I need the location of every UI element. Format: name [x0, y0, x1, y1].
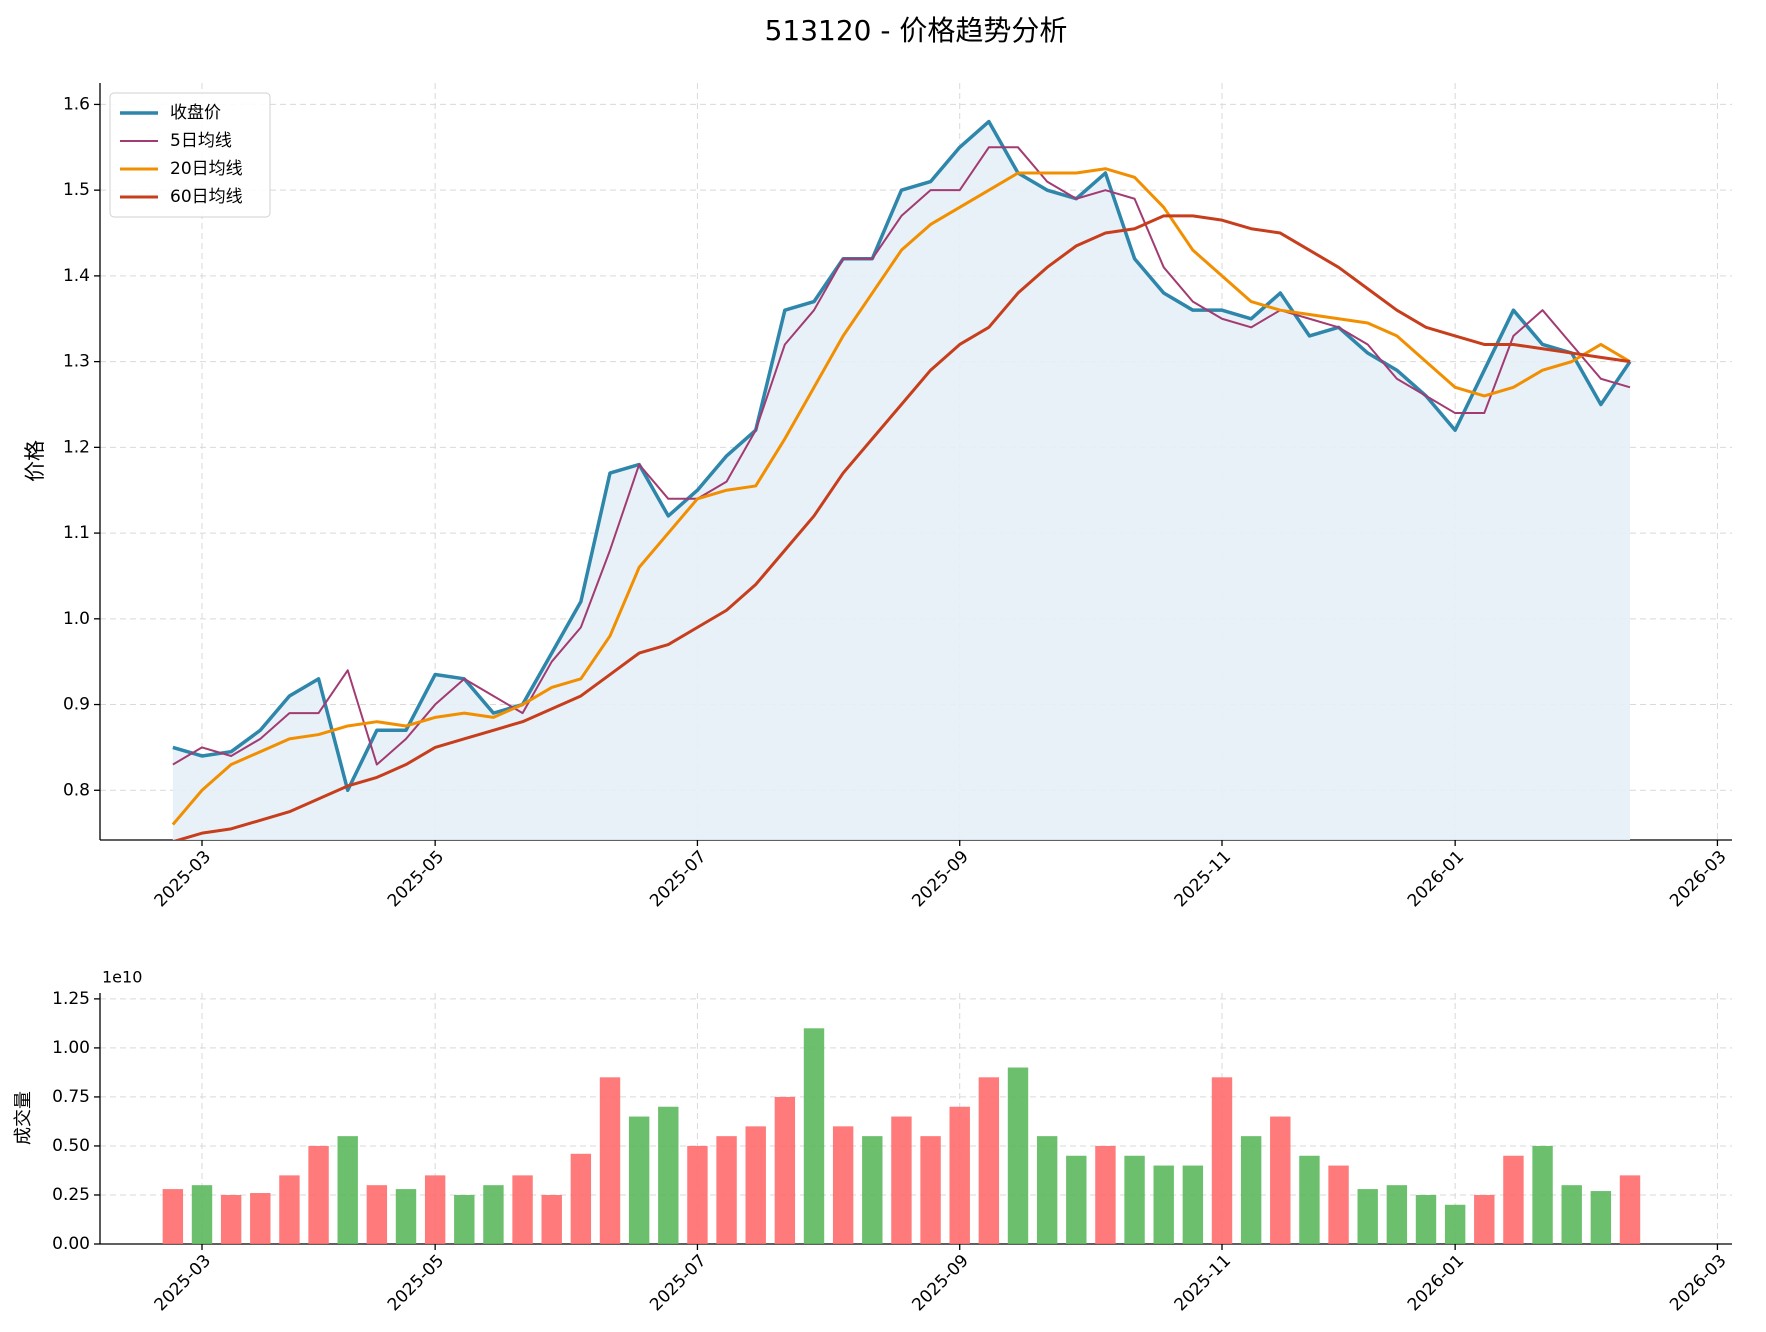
bar [1095, 1145, 1116, 1244]
bar [978, 1077, 1000, 1244]
bar [191, 1185, 213, 1244]
area [172, 121, 1630, 840]
x-tick-label: 2025-05 [384, 847, 448, 911]
x-tick-label: 2025-09 [908, 1251, 972, 1315]
bar [512, 1175, 533, 1244]
bar [1444, 1204, 1466, 1244]
legend-box [109, 92, 271, 218]
bar [162, 1189, 184, 1244]
x-tick-label: 2025-07 [646, 847, 710, 911]
y-tick-label: 1.0 [63, 609, 90, 629]
y-tick-label: 1.3 [63, 352, 90, 372]
bar [1036, 1136, 1058, 1244]
x-tick-label: 2025-11 [1171, 847, 1235, 911]
legend-label: 收盘价 [170, 103, 221, 123]
legend-label: 20日均线 [170, 159, 243, 179]
bar [1211, 1077, 1233, 1244]
bar [1503, 1155, 1524, 1244]
bar [658, 1106, 679, 1244]
line [172, 146, 1631, 766]
x-tick-label: 2025-09 [908, 847, 972, 911]
x-tick-label: 2025-11 [1171, 1251, 1235, 1315]
bar [774, 1096, 796, 1244]
bar [424, 1175, 446, 1244]
bar [1240, 1136, 1262, 1244]
x-tick-label: 2026-01 [1404, 847, 1468, 911]
y-tick-label: 1.6 [63, 94, 90, 114]
x-tick-label: 2025-03 [151, 1251, 215, 1315]
bar [716, 1136, 737, 1244]
legend-label: 60日均线 [170, 187, 243, 207]
bar [599, 1077, 621, 1244]
bar [366, 1185, 388, 1244]
bar [803, 1028, 825, 1244]
y-tick-label: 1.00 [52, 1038, 90, 1058]
bar [220, 1194, 242, 1244]
chart-title: 513120 - 价格趋势分析 [765, 14, 1068, 47]
bar [1007, 1067, 1029, 1244]
x-tick-label: 2026-03 [1666, 847, 1730, 911]
y-axis-label: 成交量 [13, 1091, 34, 1145]
x-tick-label: 2025-07 [646, 1251, 710, 1315]
x-tick-label: 2026-03 [1666, 1251, 1730, 1315]
bar [1124, 1155, 1145, 1244]
y-tick-label: 1.4 [63, 266, 90, 286]
bar [1532, 1145, 1553, 1244]
bar [949, 1106, 970, 1244]
bar [454, 1194, 475, 1244]
bar [1357, 1189, 1378, 1244]
y-tick-label: 0.25 [52, 1185, 90, 1205]
bar [541, 1194, 562, 1244]
bar [1386, 1185, 1408, 1244]
y-tick-label: 1.1 [63, 523, 90, 543]
y-axis-label: 价格 [23, 440, 47, 482]
bar [1299, 1155, 1320, 1244]
bar [862, 1136, 883, 1244]
y-tick-label: 0.9 [63, 695, 90, 715]
y-tick-label: 1.2 [63, 437, 90, 457]
y-tick-label: 0.75 [52, 1087, 90, 1107]
bar [687, 1145, 708, 1244]
y-tick-label: 0.8 [63, 780, 90, 800]
offset-label: 1e10 [102, 968, 142, 987]
bar [832, 1126, 854, 1244]
line [173, 214, 1631, 840]
y-tick-label: 1.25 [52, 989, 90, 1009]
y-tick-label: 0.50 [52, 1136, 90, 1156]
bar [395, 1189, 417, 1244]
bar [1619, 1175, 1641, 1244]
bar [308, 1145, 329, 1244]
bar [1066, 1155, 1087, 1244]
legend-label: 5日均线 [170, 131, 232, 151]
bar [1561, 1185, 1582, 1244]
bar [1270, 1116, 1291, 1244]
x-tick-label: 2026-01 [1404, 1251, 1468, 1315]
x-tick-label: 2025-05 [384, 1251, 448, 1315]
bar [1415, 1194, 1437, 1244]
x-tick-label: 2025-03 [151, 847, 215, 911]
bar [250, 1193, 271, 1244]
bar [570, 1153, 592, 1244]
y-tick-label: 0.00 [52, 1234, 90, 1254]
bar [1590, 1191, 1612, 1244]
bar [279, 1175, 300, 1244]
bar [891, 1116, 912, 1244]
y-tick-label: 1.5 [63, 180, 90, 200]
plot-area [171, 119, 1632, 840]
bar [1328, 1165, 1349, 1244]
bar [483, 1185, 504, 1244]
bar [1474, 1194, 1495, 1244]
bar [920, 1136, 941, 1244]
bar [745, 1126, 766, 1244]
bar [337, 1136, 358, 1244]
line [172, 119, 1632, 793]
line [171, 167, 1631, 826]
bar [1153, 1165, 1174, 1244]
bar [1182, 1165, 1204, 1244]
bar [628, 1116, 650, 1244]
